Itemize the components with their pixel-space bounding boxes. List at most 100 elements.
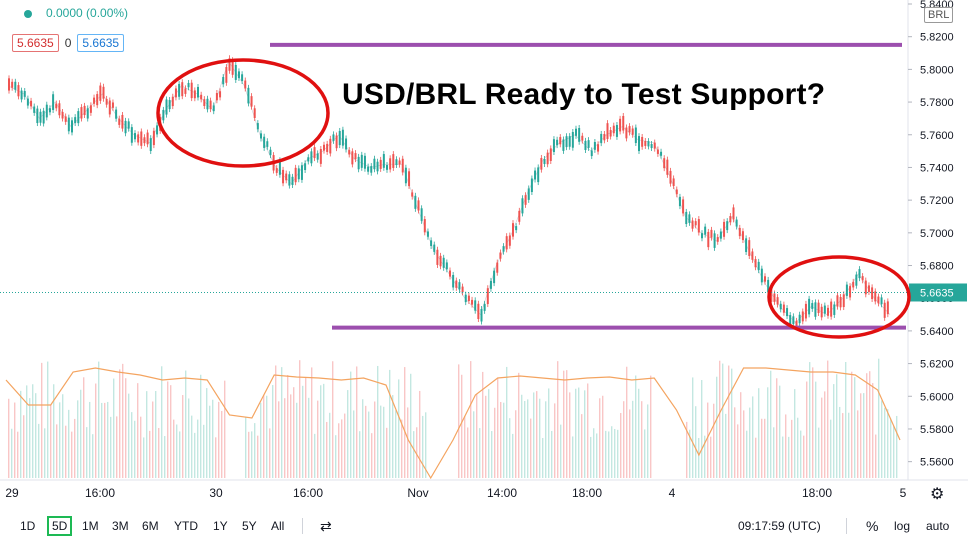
candle-body: [603, 133, 606, 141]
range-button-6m[interactable]: 6M: [142, 519, 159, 533]
candle-body: [660, 151, 663, 156]
candle-body: [414, 195, 417, 209]
range-button-all[interactable]: All: [271, 519, 285, 533]
volume-bar: [521, 394, 523, 478]
candle-body: [496, 262, 499, 273]
volume-bar: [602, 395, 604, 478]
candle-body: [656, 149, 659, 154]
range-button-5y[interactable]: 5Y: [242, 519, 257, 533]
candle-body: [827, 307, 829, 316]
time-readout[interactable]: 09:17:59 (UTC): [738, 519, 821, 533]
volume-bar: [590, 436, 592, 478]
volume-bar: [875, 434, 877, 478]
candle-body: [512, 223, 514, 237]
range-button-3m[interactable]: 3M: [112, 519, 129, 533]
volume-bar: [365, 405, 367, 478]
range-button-1m[interactable]: 1M: [82, 519, 99, 533]
candle-body: [735, 219, 738, 227]
candle-body: [590, 150, 593, 157]
volume-bar: [413, 431, 415, 478]
volume-bar: [650, 375, 652, 478]
volume-bar: [713, 403, 715, 478]
volume-bar: [620, 413, 622, 478]
volume-bar: [821, 397, 823, 478]
volume-bar: [734, 407, 736, 478]
candle-body: [764, 276, 766, 282]
volume-bar: [893, 426, 895, 478]
volume-bar: [824, 391, 826, 478]
price-chart[interactable]: 5.8400 5.8200 5.8000 5.7800 5.7600 5.7400 5.72…: [0, 0, 968, 512]
candle-body: [568, 136, 571, 147]
volume-bar: [191, 415, 193, 478]
close-value-box: 5.6635: [77, 34, 125, 52]
range-button-5d[interactable]: 5D: [46, 516, 73, 536]
volume-bar: [344, 413, 346, 478]
percent-scale-button[interactable]: %: [866, 518, 879, 534]
candle-body: [83, 105, 86, 116]
candle-body: [669, 170, 672, 184]
candle-body: [757, 261, 760, 271]
candle-body: [228, 58, 231, 71]
candle-body: [360, 154, 363, 168]
candle-body: [118, 118, 121, 125]
candle-body: [439, 255, 442, 267]
log-scale-button[interactable]: log: [894, 519, 911, 533]
candle-body: [423, 219, 426, 233]
volume-bar: [533, 392, 535, 478]
volume-bar: [125, 378, 127, 478]
candle-body: [363, 155, 366, 169]
candle-body: [225, 67, 228, 83]
candle-body: [11, 81, 14, 88]
volume-bar: [80, 389, 82, 478]
open-value-box: 5.6635: [12, 34, 59, 52]
volume-bar: [170, 385, 172, 478]
volume-bar: [188, 398, 190, 478]
volume-bar: [617, 429, 619, 478]
volume-bar: [476, 393, 478, 478]
volume-bar: [842, 413, 844, 478]
y-tick-label: 5.5600: [920, 457, 954, 469]
volume-bar: [110, 416, 112, 478]
candle-body: [678, 196, 681, 207]
range-button-1y[interactable]: 1Y: [213, 519, 228, 533]
candle-body: [319, 148, 322, 164]
currency-badge[interactable]: BRL: [924, 7, 954, 23]
candle-body: [275, 168, 278, 173]
indicator-line: [5, 367, 901, 480]
volume-bar: [638, 388, 640, 478]
calendar-range-icon[interactable]: ⇄: [320, 518, 332, 534]
volume-bar: [698, 437, 700, 478]
candle-body: [411, 192, 414, 197]
volume-bar: [596, 433, 598, 478]
candle-body: [779, 303, 782, 310]
volume-bar: [776, 378, 778, 478]
candle-body: [329, 138, 332, 154]
volume-bar: [479, 428, 481, 478]
candle-body: [219, 91, 222, 98]
auto-scale-button[interactable]: auto: [926, 519, 950, 533]
x-tick-label: 14:00: [487, 486, 517, 500]
gear-icon[interactable]: ⚙: [930, 486, 945, 503]
volume-bar: [308, 397, 310, 478]
candle-body: [64, 116, 67, 122]
candle-body: [767, 279, 770, 293]
range-button-1d[interactable]: 1D: [20, 519, 36, 533]
range-button-ytd[interactable]: YTD: [174, 519, 198, 533]
y-tick-label: 5.7200: [920, 195, 954, 207]
volume-bar: [536, 391, 538, 478]
last-price-label: 5.6635: [920, 287, 954, 299]
candle-body: [55, 103, 58, 109]
volume-bar: [332, 361, 334, 478]
candle-body: [505, 236, 508, 250]
volume-bar: [65, 425, 67, 478]
candle-body: [845, 284, 848, 296]
candle-body: [8, 78, 10, 91]
x-tick-label: 18:00: [572, 486, 602, 500]
volume-bar: [887, 409, 889, 478]
volume-bar: [389, 369, 391, 478]
volume-bar: [305, 377, 307, 478]
volume-bar: [32, 384, 34, 478]
volume-bar: [17, 431, 19, 478]
candle-body: [474, 300, 477, 311]
candle-body: [578, 128, 581, 142]
